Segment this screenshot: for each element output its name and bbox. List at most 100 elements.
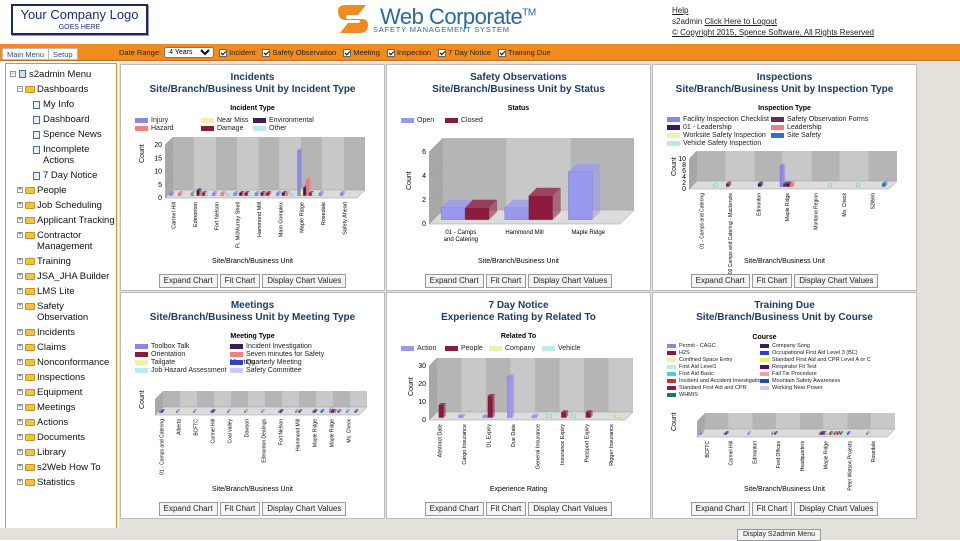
folder-icon: [25, 389, 35, 396]
expand-chart-button[interactable]: Expand Chart: [158, 274, 218, 288]
expand-icon[interactable]: +: [17, 419, 23, 425]
folder-icon: [25, 479, 35, 486]
filter-training-due[interactable]: Training Due: [498, 48, 551, 57]
bar-top: [239, 190, 245, 193]
help-link[interactable]: Help: [672, 6, 689, 15]
bar: [311, 192, 315, 196]
expand-icon[interactable]: +: [17, 344, 23, 350]
legend-item: First Aid Basic: [667, 371, 714, 378]
tree-folder-s2web-how-to[interactable]: s2Web How To: [37, 462, 101, 473]
bar-side: [620, 413, 623, 418]
plot-band: [871, 413, 895, 429]
checkbox-meeting[interactable]: [343, 48, 352, 57]
fit-chart-button[interactable]: Fit Chart: [219, 274, 261, 288]
tree-item-7-day-notice[interactable]: 7 Day Notice: [43, 170, 98, 181]
fit-chart-button[interactable]: Fit Chart: [485, 502, 527, 516]
tree-folder-safety-observation[interactable]: Safety Observation: [37, 301, 89, 323]
tree-folder-applicant-tracking[interactable]: Applicant Tracking: [37, 215, 115, 226]
tree-folder-contractor-management[interactable]: Contractor Management: [37, 230, 93, 252]
tree-folder-people[interactable]: People: [37, 185, 67, 196]
tree-folder-equipment[interactable]: Equipment: [37, 387, 83, 398]
display-menu-button[interactable]: Display S2admin Menu: [737, 529, 821, 541]
expand-icon[interactable]: +: [17, 389, 23, 395]
bar-side: [314, 190, 317, 196]
tree-item-incomplete-actions[interactable]: Incomplete Actions: [43, 144, 90, 166]
expand-icon[interactable]: +: [17, 258, 23, 264]
fit-chart-button[interactable]: Fit Chart: [219, 502, 261, 516]
checkbox-inspection[interactable]: [386, 48, 395, 57]
expand-icon[interactable]: +: [17, 329, 23, 335]
expand-icon[interactable]: +: [17, 479, 23, 485]
bar-top: [820, 431, 824, 433]
filter-7-day-notice[interactable]: 7 Day Notice: [438, 48, 491, 57]
expand-icon[interactable]: +: [17, 374, 23, 380]
tree-folder-job-scheduling[interactable]: Job Scheduling: [37, 200, 102, 211]
expand-icon[interactable]: +: [17, 288, 23, 294]
values-chart-button[interactable]: Display Chart Values: [262, 274, 347, 288]
values-chart-button[interactable]: Display Chart Values: [794, 274, 879, 288]
tree-folder-jsa-jha-builder[interactable]: JSA_JHA Builder: [37, 271, 110, 282]
values-chart-button[interactable]: Display Chart Values: [262, 502, 347, 516]
fit-chart-button[interactable]: Fit Chart: [751, 502, 793, 516]
values-chart-button[interactable]: Display Chart Values: [528, 274, 613, 288]
bar-side: [177, 409, 180, 413]
x-tick-label: Cargo Insurance: [462, 424, 468, 465]
expand-icon[interactable]: +: [17, 232, 23, 238]
tab-main-menu[interactable]: Main Menu: [2, 48, 50, 60]
copyright-link[interactable]: © Copyright 2015, Spence Software, All R…: [672, 28, 874, 37]
tree-folder-documents[interactable]: Documents: [37, 432, 86, 443]
expand-icon[interactable]: +: [17, 202, 23, 208]
values-chart-button[interactable]: Display Chart Values: [528, 502, 613, 516]
tree-folder-claims[interactable]: Claims: [37, 342, 67, 353]
expand-icon[interactable]: +: [17, 303, 23, 309]
bar-top: [284, 190, 290, 193]
tree-folder-nonconformance[interactable]: Nonconformance: [37, 357, 110, 368]
expand-chart-button[interactable]: Expand Chart: [424, 274, 484, 288]
folder-icon: [25, 273, 35, 280]
filter-safety-observation[interactable]: Safety Observation: [262, 48, 336, 57]
tree-folder-incidents[interactable]: Incidents: [37, 327, 76, 338]
checkbox-incident[interactable]: [219, 48, 228, 57]
tree-folder-library[interactable]: Library: [37, 447, 67, 458]
filter-incident[interactable]: Incident: [219, 48, 255, 57]
chart-title-text: Incidents: [230, 72, 275, 83]
date-range-select[interactable]: 4 Years: [164, 47, 215, 58]
expand-icon[interactable]: +: [17, 449, 23, 455]
tree-folder-lms-lite[interactable]: LMS Lite: [37, 286, 75, 297]
fit-chart-button[interactable]: Fit Chart: [751, 274, 793, 288]
tab-setup[interactable]: Setup: [48, 48, 78, 60]
tree-folder-dashboards[interactable]: Dashboards: [37, 84, 89, 95]
tree-item-dashboard[interactable]: Dashboard: [43, 114, 90, 125]
filter-meeting[interactable]: Meeting: [343, 48, 380, 57]
values-chart-button[interactable]: Display Chart Values: [794, 502, 879, 516]
collapse-icon[interactable]: −: [10, 71, 16, 77]
checkbox-safety-observation[interactable]: [262, 48, 271, 57]
expand-icon[interactable]: +: [17, 464, 23, 470]
expand-chart-button[interactable]: Expand Chart: [690, 502, 750, 516]
fit-chart-button[interactable]: Fit Chart: [485, 274, 527, 288]
bar-top: [254, 190, 260, 193]
expand-icon[interactable]: +: [17, 273, 23, 279]
expand-chart-button[interactable]: Expand Chart: [424, 502, 484, 516]
collapse-icon[interactable]: −: [17, 86, 23, 92]
tree-folder-training[interactable]: Training: [37, 256, 71, 267]
logout-link[interactable]: Click Here to Logout: [704, 17, 777, 26]
x-axis-label: Site/Branch/Business Unit: [744, 486, 825, 493]
expand-icon[interactable]: +: [17, 187, 23, 193]
tree-folder-statistics[interactable]: Statistics: [37, 477, 76, 488]
tree-folder-actions[interactable]: Actions: [37, 417, 69, 428]
tree-folder-meetings[interactable]: Meetings: [37, 402, 76, 413]
tree-item-my-info[interactable]: My Info: [43, 99, 75, 110]
expand-icon[interactable]: +: [17, 434, 23, 440]
expand-chart-button[interactable]: Expand Chart: [690, 274, 750, 288]
tree-item-spence-news[interactable]: Spence News: [43, 129, 102, 140]
tree-root[interactable]: s2admin Menu: [29, 69, 92, 80]
expand-icon[interactable]: +: [17, 217, 23, 223]
filter-inspection[interactable]: Inspection: [386, 48, 431, 57]
expand-icon[interactable]: +: [17, 359, 23, 365]
checkbox-7-day-notice[interactable]: [438, 48, 447, 57]
tree-folder-inspections[interactable]: Inspections: [37, 372, 86, 383]
checkbox-training-due[interactable]: [498, 48, 507, 57]
expand-chart-button[interactable]: Expand Chart: [158, 502, 218, 516]
expand-icon[interactable]: +: [17, 404, 23, 410]
